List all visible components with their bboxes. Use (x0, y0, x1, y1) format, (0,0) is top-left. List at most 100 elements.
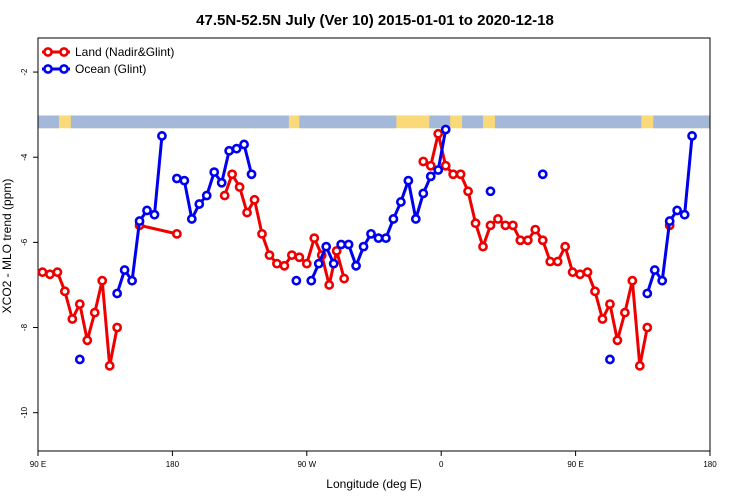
data-point (567, 267, 578, 278)
data-point (537, 235, 548, 246)
data-point (545, 256, 556, 267)
data-point (440, 124, 451, 135)
x-tick-label: 90 E (567, 460, 583, 469)
data-point (279, 260, 290, 271)
series-line (422, 132, 649, 368)
data-point (127, 275, 137, 286)
data-point (463, 186, 473, 197)
x-axis-label: Longitude (deg E) (326, 477, 421, 491)
data-point (672, 205, 683, 216)
data-point (286, 250, 297, 261)
data-point (264, 250, 275, 261)
data-point (313, 258, 324, 269)
data-point (366, 228, 376, 239)
data-point (418, 156, 429, 167)
data-point (321, 241, 332, 252)
data-point (433, 165, 444, 175)
y-axis: -2 -4 -6 -8 -10 (20, 68, 38, 418)
strip-ocean-span (70, 115, 289, 129)
data-point (455, 169, 466, 180)
data-point (306, 275, 317, 286)
data-point (59, 286, 70, 297)
data-point (537, 169, 548, 180)
y-tick-label: -6 (20, 238, 29, 246)
x-tick-label: 90 E (30, 460, 46, 469)
data-point (227, 169, 238, 180)
legend-label: Land (Nadir&Glint) (75, 45, 174, 59)
data-point (507, 220, 518, 231)
data-point (627, 275, 638, 286)
data-point (560, 241, 571, 252)
data-point (642, 288, 653, 299)
data-point (530, 224, 541, 235)
data-point (448, 169, 459, 180)
data-point (657, 275, 668, 286)
data-point (381, 233, 391, 244)
data-point (324, 280, 335, 290)
strip-ocean-span (494, 115, 642, 129)
data-point (45, 269, 55, 280)
y-tick-label: -2 (20, 68, 29, 76)
data-point (575, 269, 585, 280)
data-point (418, 188, 429, 199)
series-line (341, 129, 448, 268)
data-point (605, 354, 615, 365)
data-point (425, 171, 436, 182)
data-point (246, 169, 257, 180)
series-line (139, 223, 178, 236)
data-point (605, 299, 615, 310)
data-point (272, 258, 282, 269)
data-point (388, 214, 399, 224)
data-point (157, 131, 167, 141)
data-point (142, 205, 152, 216)
data-point (358, 241, 369, 252)
data-point (104, 360, 115, 371)
y-tick-label: -8 (20, 323, 29, 331)
data-point (112, 288, 123, 299)
data-point (234, 182, 245, 192)
legend-marker (43, 47, 53, 57)
data-point (186, 214, 197, 224)
legend-label: Ocean (Glint) (75, 62, 146, 76)
data-point (470, 218, 481, 229)
data-point (634, 360, 645, 371)
series-line (309, 245, 336, 282)
legend-marker (59, 47, 69, 57)
legend-marker (43, 64, 53, 74)
data-point (291, 275, 302, 286)
data-point (403, 175, 414, 186)
data-point (179, 175, 190, 186)
strip-ocean-span (38, 115, 59, 129)
legend-marker (59, 64, 69, 74)
data-point (425, 160, 436, 171)
data-point (619, 307, 630, 318)
data-point (52, 267, 63, 278)
data-point (74, 299, 85, 310)
data-point (97, 275, 108, 286)
data-point (642, 322, 653, 333)
data-point (74, 354, 85, 365)
data-point (343, 239, 354, 250)
data-point (249, 194, 260, 205)
data-point (410, 214, 421, 224)
x-tick-label: 0 (439, 460, 444, 469)
data-point (612, 335, 623, 346)
data-point (257, 228, 267, 239)
series-line (42, 270, 119, 368)
legend: Land (Nadir&Glint) Ocean (Glint) (42, 45, 174, 76)
data-point (239, 139, 249, 150)
data-point (294, 252, 305, 263)
data-point (597, 314, 608, 324)
y-tick-label: -10 (20, 406, 29, 418)
series-ocean (74, 124, 697, 365)
data-point (209, 167, 220, 178)
plot-frame (37, 37, 711, 452)
data-point (515, 235, 526, 246)
land-ocean-strip (38, 115, 710, 129)
series-land (37, 128, 675, 371)
data-point (309, 233, 320, 244)
data-point (37, 267, 48, 278)
data-point (149, 209, 160, 220)
data-point (433, 128, 444, 139)
